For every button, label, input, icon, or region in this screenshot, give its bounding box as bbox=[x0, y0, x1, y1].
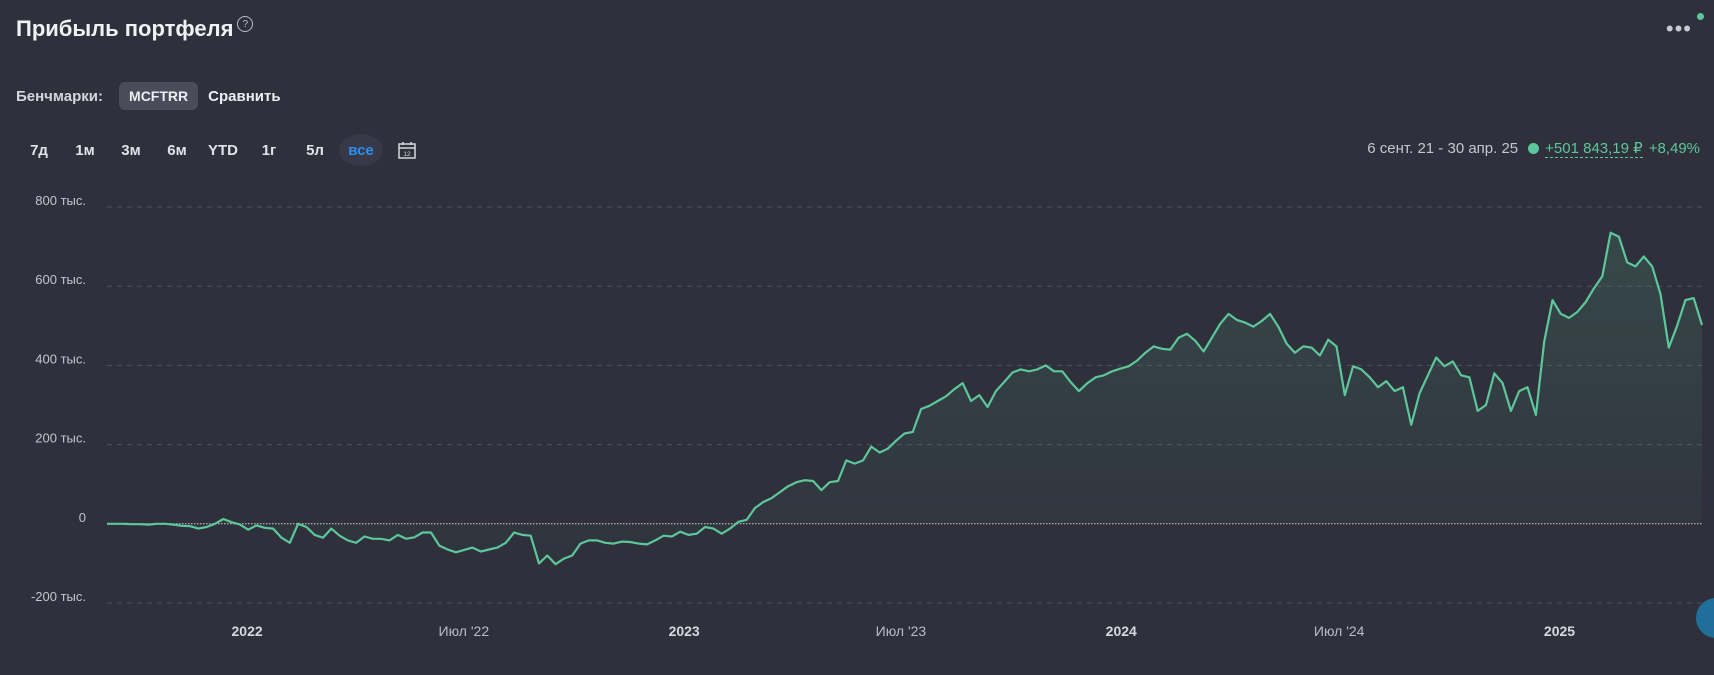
calendar-icon[interactable]: 12 bbox=[384, 134, 430, 166]
title-text: Прибыль портфеля bbox=[16, 16, 234, 41]
profit-percent: +8,49% bbox=[1648, 140, 1700, 157]
benchmarks-row: Бенчмарки: MCFTRR Сравнить bbox=[16, 82, 281, 110]
range-6m[interactable]: 6м bbox=[167, 141, 187, 159]
y-tick-label: 600 тыс. bbox=[35, 272, 86, 287]
help-icon[interactable]: ? bbox=[237, 16, 254, 32]
profit-value[interactable]: +501 843,19 ₽ bbox=[1545, 140, 1643, 158]
range-selector: 7д 1м 3м 6м YTD 1г 5л все 12 bbox=[16, 134, 430, 166]
svg-text:12: 12 bbox=[403, 151, 411, 158]
x-tick-label: Июл '23 bbox=[876, 623, 927, 639]
benchmarks-label: Бенчмарки: bbox=[16, 87, 104, 105]
range-all[interactable]: все bbox=[339, 134, 383, 166]
range-7d[interactable]: 7д bbox=[30, 141, 48, 159]
range-1y[interactable]: 1г bbox=[261, 141, 277, 159]
y-tick-label: 400 тыс. bbox=[35, 351, 86, 366]
range-3m[interactable]: 3м bbox=[121, 141, 141, 159]
x-tick-label: 2025 bbox=[1544, 623, 1575, 639]
y-tick-label: 200 тыс. bbox=[35, 431, 86, 446]
range-1m[interactable]: 1м bbox=[75, 141, 95, 159]
y-tick-label: -200 тыс. bbox=[31, 589, 86, 604]
x-tick-label: 2023 bbox=[669, 623, 700, 639]
x-tick-label: 2022 bbox=[232, 623, 263, 639]
profit-dot bbox=[1528, 143, 1540, 154]
compare-button[interactable]: Сравнить bbox=[208, 87, 281, 105]
x-tick-label: Июл '24 bbox=[1314, 623, 1365, 639]
range-5y[interactable]: 5л bbox=[306, 141, 324, 159]
floating-action-button[interactable] bbox=[1696, 598, 1714, 638]
profit-line bbox=[107, 231, 1704, 566]
period-range: 6 сент. 21 - 30 апр. 25 bbox=[1367, 140, 1519, 157]
status-indicator bbox=[1697, 13, 1704, 20]
y-tick-label: 800 тыс. bbox=[35, 193, 86, 208]
benchmark-chip-mcftrr[interactable]: MCFTRR bbox=[119, 82, 199, 110]
x-tick-label: 2024 bbox=[1106, 623, 1137, 639]
range-ytd[interactable]: YTD bbox=[208, 141, 238, 159]
x-tick-label: Июл '22 bbox=[439, 623, 490, 639]
period-summary: 6 сент. 21 - 30 апр. 25 +501 843,19 ₽ +8… bbox=[1367, 139, 1700, 158]
profit-area bbox=[107, 232, 1702, 565]
page-title: Прибыль портфеля ? bbox=[16, 16, 254, 42]
y-tick-label: 0 bbox=[79, 510, 86, 525]
